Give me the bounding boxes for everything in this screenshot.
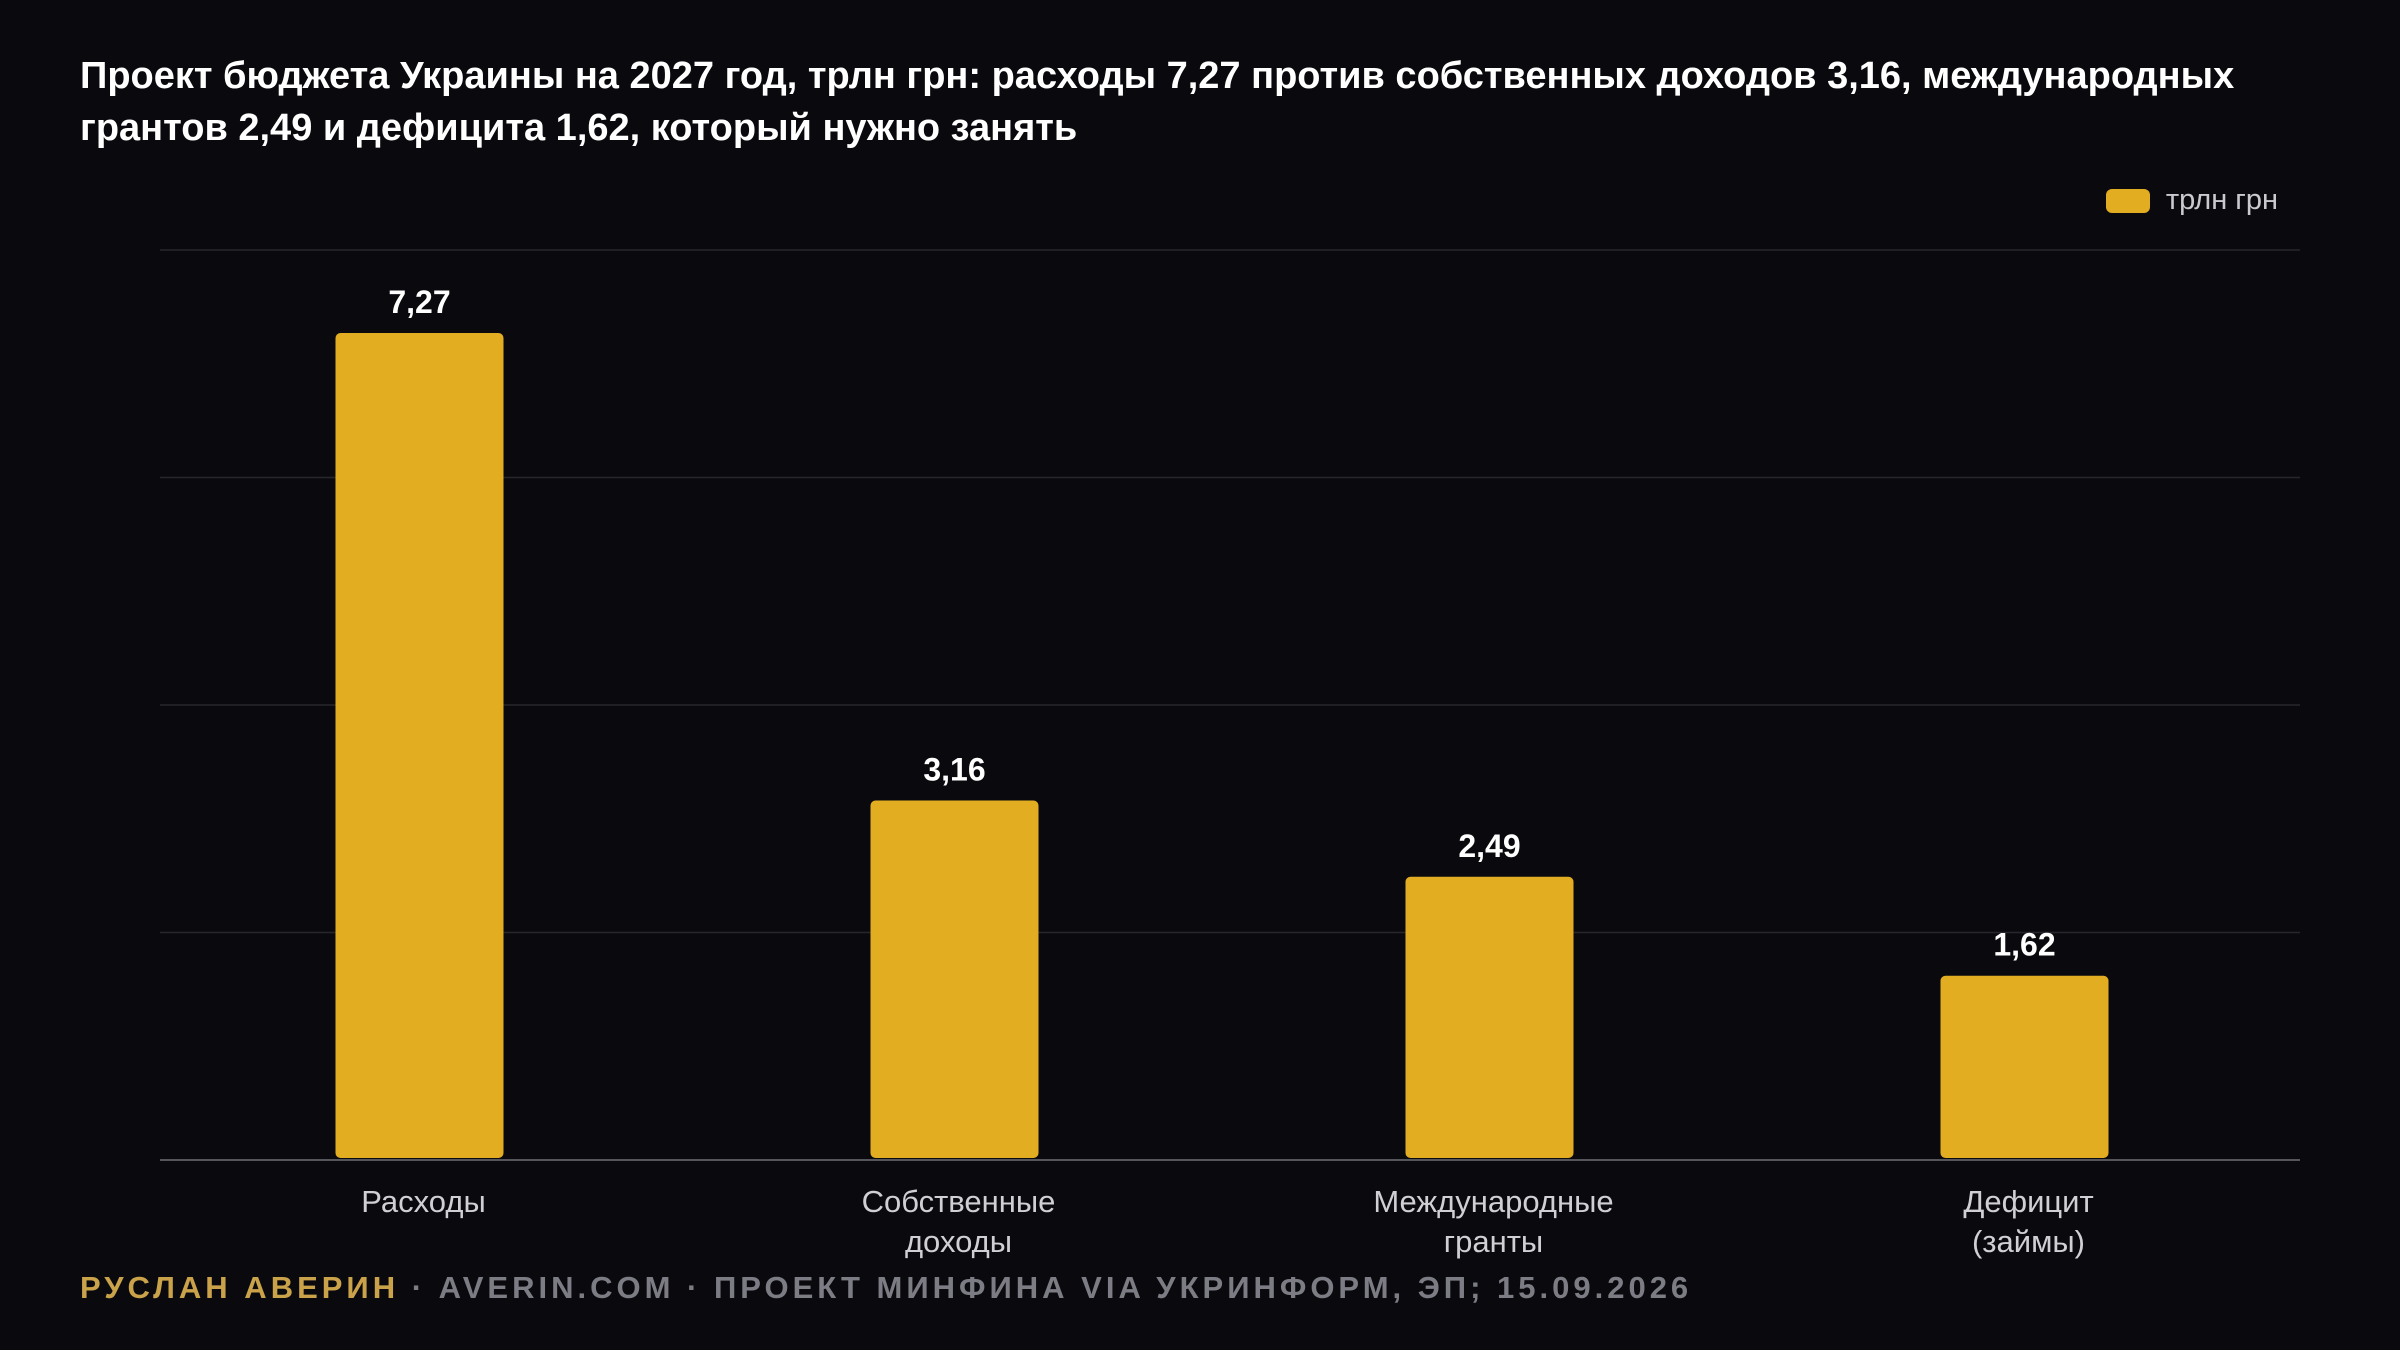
- footer-author: РУСЛАН АВЕРИН: [80, 1270, 400, 1305]
- chart-title: Проект бюджета Украины на 2027 год, трлн…: [80, 55, 2235, 149]
- legend-swatch: [2105, 188, 2150, 213]
- footer-credits: РУСЛАН АВЕРИН · AVERIN.COM · ПРОЕКТ МИНФ…: [80, 1270, 1692, 1306]
- bar-value-label: 3,16: [923, 752, 985, 788]
- x-tick-label: гранты: [1444, 1224, 1543, 1259]
- x-tick-label: доходы: [905, 1224, 1012, 1259]
- value-labels: 7,27 3,16 2,49 1,62: [388, 284, 2055, 963]
- x-tick-label: Расходы: [361, 1184, 485, 1219]
- bar-value-label: 2,49: [1458, 828, 1520, 864]
- bar-value-label: 1,62: [1993, 927, 2055, 963]
- bar: [870, 800, 1039, 1158]
- bar: [1405, 876, 1574, 1158]
- bars: [335, 333, 2109, 1159]
- x-tick-label: Собственные: [862, 1184, 1056, 1219]
- bar: [1940, 975, 2109, 1158]
- bar: [335, 333, 504, 1159]
- footer-source: · AVERIN.COM · ПРОЕКТ МИНФИНА VIA УКРИНФ…: [399, 1270, 1693, 1305]
- x-tick-label: Дефицит: [1963, 1184, 2093, 1219]
- grid-lines: [160, 249, 2300, 1161]
- bar-value-label: 7,27: [388, 284, 450, 320]
- x-tick-labels: Расходы Собственные доходы Международные гра…: [361, 1184, 2093, 1259]
- x-tick-label: (займы): [1972, 1224, 2085, 1259]
- chart-legend: трлн грн: [2105, 184, 2278, 217]
- x-tick-label: Международные: [1373, 1184, 1613, 1219]
- legend-label: трлн грн: [2165, 184, 2278, 216]
